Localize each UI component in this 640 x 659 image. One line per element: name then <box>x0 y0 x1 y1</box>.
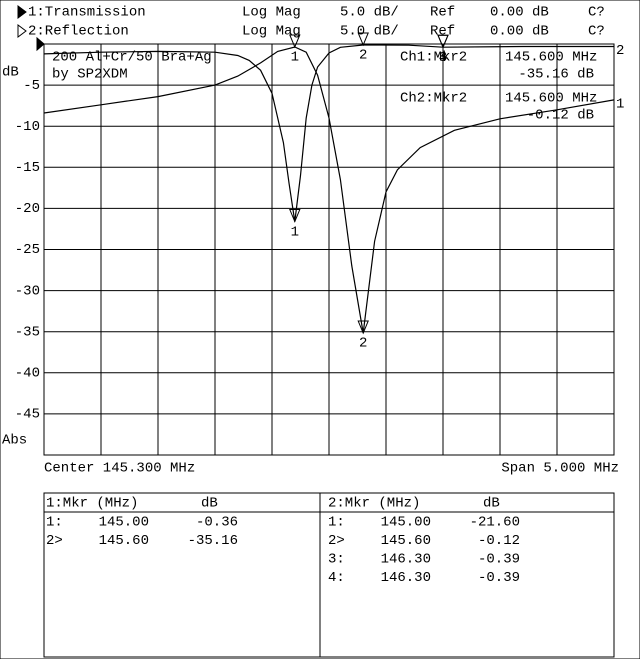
ref-label: Ref <box>430 24 455 40</box>
y-mode-label: Abs <box>2 433 27 449</box>
readout-freq: 145.600 MHz <box>505 91 597 107</box>
y-tick-label: -5 <box>23 78 40 94</box>
marker-freq: 146.30 <box>381 570 431 586</box>
trace-label: 2 <box>616 43 624 59</box>
marker-value: -0.12 <box>478 533 520 549</box>
channel-scale: 5.0 dB/ <box>340 5 399 21</box>
marker-label: 1 <box>291 50 299 66</box>
channel-format: Log Mag <box>242 5 301 21</box>
marker-label: 3 <box>439 50 447 66</box>
readout-value: -35.16 dB <box>518 67 594 83</box>
marker-label: 2 <box>359 48 367 64</box>
channel-format: Log Mag <box>242 24 301 40</box>
y-tick-label: -15 <box>15 160 40 176</box>
marker-freq: 145.60 <box>99 533 149 549</box>
marker-freq: 145.00 <box>381 515 431 531</box>
readout-title: Ch2:Mkr2 <box>400 91 467 107</box>
marker-value: -0.39 <box>478 570 520 586</box>
marker-table-frame <box>43 492 615 658</box>
y-tick-label: -45 <box>15 407 40 423</box>
trace <box>43 46 615 334</box>
y-tick-label: -25 <box>15 242 40 258</box>
ref-value: 0.00 dB <box>490 24 549 40</box>
marker-label: 4 <box>439 50 447 66</box>
marker-value: -35.16 <box>188 533 238 549</box>
center-label: Center 145.300 MHz <box>44 461 195 477</box>
y-tick-label: -10 <box>15 119 40 135</box>
marker-tag: 2> <box>328 533 345 549</box>
marker <box>289 209 301 223</box>
channel-name: 1:Transmission <box>28 5 146 21</box>
ref-pointer <box>36 36 45 52</box>
span-label: Span 5.000 MHz <box>501 461 619 477</box>
channel-scale: 5.0 dB/ <box>340 24 399 40</box>
marker-label: 1 <box>291 224 299 240</box>
marker <box>437 34 449 49</box>
marker-value: -21.60 <box>470 515 520 531</box>
y-tick-label: -40 <box>15 366 40 382</box>
marker-tag: 2> <box>46 533 63 549</box>
y-axis-label: dB <box>2 65 19 81</box>
y-tick-label: -35 <box>15 324 40 340</box>
ref-value: 0.00 dB <box>490 5 549 21</box>
marker-tag: 1: <box>46 515 63 531</box>
y-tick-label: -20 <box>15 201 40 217</box>
annotation: by SP2XDM <box>52 67 128 83</box>
table-unit: dB <box>483 496 500 512</box>
readout-value: -0.12 dB <box>527 108 594 124</box>
marker <box>357 32 369 47</box>
marker-tag: 1: <box>328 515 345 531</box>
annotation: 200 Al+Cr/50 Bra+Ag <box>52 50 212 66</box>
marker-value: -0.36 <box>196 515 238 531</box>
marker-label: 2 <box>359 336 367 352</box>
cal-status: C? <box>588 24 605 40</box>
ref-label: Ref <box>430 5 455 21</box>
table-header: 1:Mkr (MHz) <box>46 496 138 512</box>
marker-value: -0.39 <box>478 552 520 568</box>
trace-label: 1 <box>616 97 624 113</box>
readout-title: Ch1:Mkr2 <box>400 50 467 66</box>
marker-freq: 145.00 <box>99 515 149 531</box>
table-header: 2:Mkr (MHz) <box>328 496 420 512</box>
readout-freq: 145.600 MHz <box>505 50 597 66</box>
trace <box>43 44 614 222</box>
channel-name: 2:Reflection <box>28 24 129 40</box>
channel-icon <box>17 24 27 38</box>
marker-tag: 4: <box>328 570 345 586</box>
marker-freq: 146.30 <box>381 552 431 568</box>
marker-tag: 3: <box>328 552 345 568</box>
cal-status: C? <box>588 5 605 21</box>
marker <box>289 34 301 49</box>
y-tick-label: -30 <box>15 283 40 299</box>
active-channel-icon <box>17 5 27 19</box>
marker-freq: 145.60 <box>381 533 431 549</box>
table-unit: dB <box>201 496 218 512</box>
marker <box>357 320 369 335</box>
